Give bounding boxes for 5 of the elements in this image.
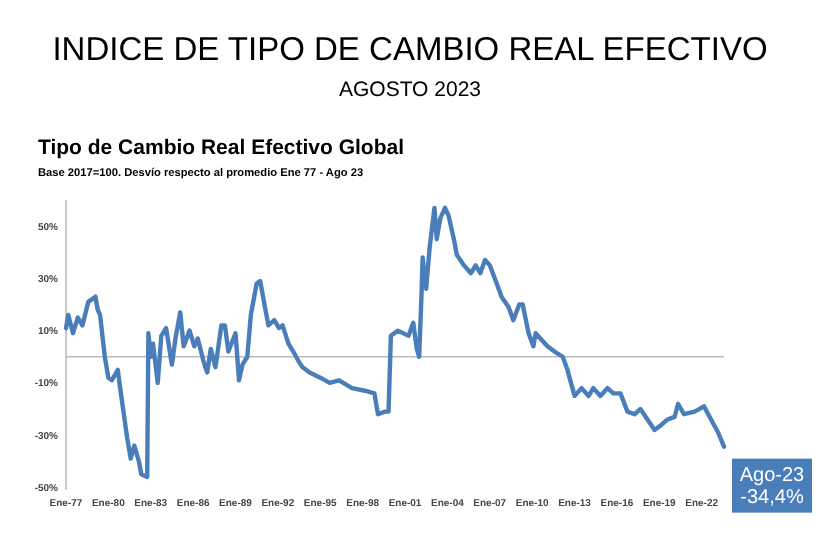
chart-title: INDICE DE TIPO DE CAMBIO REAL EFECTIVO <box>52 32 768 68</box>
text: Tipo de Cambio Real Efectivo Global <box>38 136 405 160</box>
line-series <box>63 205 727 480</box>
annotation: Ago-23 -34,4% <box>739 464 806 509</box>
chart-subtitle: AGOSTO 2023 <box>338 78 482 102</box>
